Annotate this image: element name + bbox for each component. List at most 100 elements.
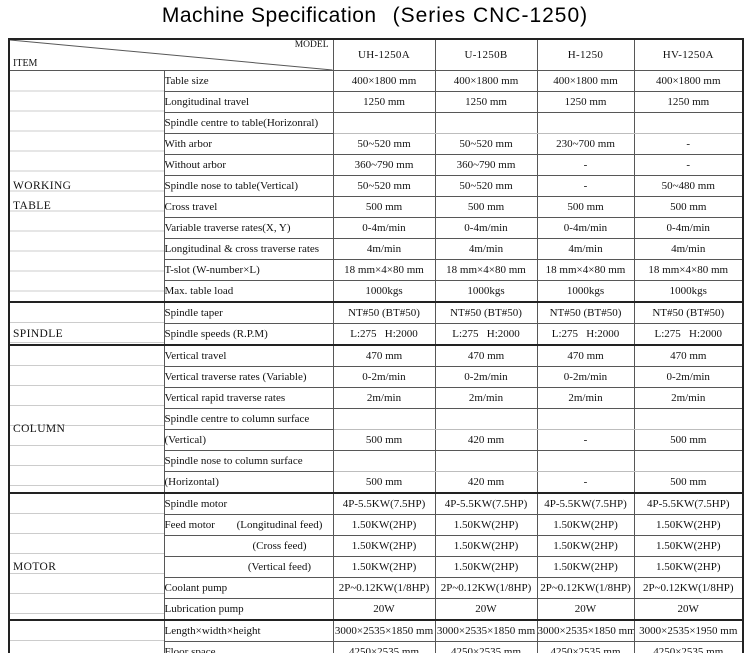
column-header-hv1250a: HV-1250A bbox=[633, 38, 744, 71]
item-label: Variable traverse rates(X, Y) bbox=[163, 217, 334, 239]
spec-value: 4P-5.5KW(7.5HP) bbox=[332, 492, 436, 515]
item-label: Without arbor bbox=[163, 154, 334, 176]
spec-value: 1.50KW(2HP) bbox=[332, 556, 436, 578]
table-row: Cross travel 500 mm 500 mm 500 mm 500 mm bbox=[9, 196, 744, 218]
item-label: Table size bbox=[163, 70, 334, 92]
spec-value: 18 mm×4×80 mm bbox=[633, 259, 744, 281]
spec-value: 400×1800 mm bbox=[536, 70, 635, 92]
spec-value: 2P~0.12KW(1/8HP) bbox=[434, 577, 538, 599]
item-label: (Cross feed) bbox=[163, 535, 334, 557]
group-cell-column: COLUMN bbox=[8, 344, 165, 494]
spec-value: 4P-5.5KW(7.5HP) bbox=[434, 492, 538, 515]
item-label: Spindle motor bbox=[163, 492, 334, 515]
diagonal-line bbox=[10, 40, 333, 70]
spec-value: NT#50 (BT#50) bbox=[434, 301, 538, 324]
feed-type-label: (Longitudinal feed) bbox=[236, 518, 323, 531]
spec-value: 1.50KW(2HP) bbox=[633, 556, 744, 578]
feed-motor-row-label: Feed motor (Longitudinal feed) bbox=[165, 516, 332, 535]
spec-value: L:275 H:2000 bbox=[633, 323, 744, 346]
spec-value: 500 mm bbox=[332, 429, 436, 451]
spec-value: L:275 H:2000 bbox=[332, 323, 436, 346]
page-title: Machine Specification (Series CNC-1250) bbox=[0, 4, 750, 28]
spec-table: MODEL ITEM UH-1250A U-1250B H-1250 HV-12… bbox=[8, 38, 744, 653]
header-row: MODEL ITEM UH-1250A U-1250B H-1250 HV-12… bbox=[8, 38, 744, 71]
spec-value: 500 mm bbox=[633, 429, 744, 451]
spec-value: 230~700 mm bbox=[536, 133, 635, 155]
item-label: Vertical traverse rates (Variable) bbox=[163, 366, 334, 388]
spec-value: 20W bbox=[633, 598, 744, 621]
spec-value: 1250 mm bbox=[633, 91, 744, 113]
table-row: Lubrication pump 20W 20W 20W 20W bbox=[9, 598, 744, 621]
table-row: Max. table load 1000kgs 1000kgs 1000kgs … bbox=[9, 280, 744, 303]
spec-value: 2m/min bbox=[434, 387, 538, 409]
item-label: Max. table load bbox=[163, 280, 334, 303]
spec-value: 500 mm bbox=[633, 471, 744, 494]
table-row: (Vertical) 500 mm 420 mm - 500 mm bbox=[9, 429, 744, 451]
table-row: MOTOR Spindle motor 4P-5.5KW(7.5HP) 4P-5… bbox=[8, 492, 744, 621]
item-label: (Horizontal) bbox=[163, 471, 334, 494]
spec-value: 20W bbox=[536, 598, 635, 621]
spec-value: 1000kgs bbox=[332, 280, 436, 303]
spec-value: 420 mm bbox=[434, 429, 538, 451]
spec-value: 0-2m/min bbox=[633, 366, 744, 388]
spec-value: 50~520 mm bbox=[434, 133, 538, 155]
spec-value: - bbox=[633, 154, 744, 176]
table-row: With arbor 50~520 mm 50~520 mm 230~700 m… bbox=[9, 133, 744, 155]
spec-value: 1000kgs bbox=[434, 280, 538, 303]
spec-value: 4P-5.5KW(7.5HP) bbox=[633, 492, 744, 515]
spec-value: 50~520 mm bbox=[332, 175, 436, 197]
spec-value: 0-4m/min bbox=[536, 217, 635, 239]
spec-value bbox=[332, 408, 436, 430]
spec-value: 470 mm bbox=[633, 344, 744, 367]
group-label-working-table: WORKING TABLE bbox=[13, 180, 72, 212]
spec-value: - bbox=[633, 133, 744, 155]
spec-value: 2P~0.12KW(1/8HP) bbox=[633, 577, 744, 599]
item-label: Spindle centre to column surface bbox=[163, 408, 334, 430]
spec-value bbox=[332, 450, 436, 472]
item-label: Vertical travel bbox=[163, 344, 334, 367]
spec-value: 420 mm bbox=[434, 471, 538, 494]
spec-value bbox=[633, 450, 744, 472]
item-label: Spindle centre to table(Horizonral) bbox=[163, 112, 334, 134]
spec-value: 500 mm bbox=[633, 196, 744, 218]
spec-value: 3000×2535×1850 mm bbox=[434, 619, 538, 642]
spec-value: 2m/min bbox=[332, 387, 436, 409]
spec-value: 1.50KW(2HP) bbox=[332, 514, 436, 536]
spec-value bbox=[434, 450, 538, 472]
table-row: Spindle centre to column surface bbox=[9, 408, 744, 430]
spec-value: 18 mm×4×80 mm bbox=[332, 259, 436, 281]
feed-type-label: (Vertical feed) bbox=[247, 560, 312, 573]
spec-value: 500 mm bbox=[332, 471, 436, 494]
spec-value: 0-2m/min bbox=[536, 366, 635, 388]
table-row: COLUMN Vertical travel 470 mm 470 mm 470… bbox=[8, 344, 744, 494]
spec-value: 1.50KW(2HP) bbox=[536, 556, 635, 578]
spec-value bbox=[332, 112, 436, 134]
table-row: Vertical traverse rates (Variable) 0-2m/… bbox=[9, 366, 744, 388]
spec-value bbox=[536, 112, 635, 134]
feed-motor-row-label: (Cross feed) bbox=[165, 537, 332, 556]
spec-value: 400×1800 mm bbox=[434, 70, 538, 92]
item-label: (Vertical feed) bbox=[163, 556, 334, 578]
spec-value: 1.50KW(2HP) bbox=[434, 514, 538, 536]
spec-value: 4250×2535 mm bbox=[633, 641, 744, 653]
spec-value: 1250 mm bbox=[434, 91, 538, 113]
page-title-main: Machine Specification bbox=[161, 4, 377, 27]
item-label: Spindle nose to table(Vertical) bbox=[163, 175, 334, 197]
spec-value: 3000×2535×1950 mm bbox=[633, 619, 744, 642]
spec-value: 470 mm bbox=[434, 344, 538, 367]
spec-value bbox=[536, 408, 635, 430]
spec-value: 0-4m/min bbox=[332, 217, 436, 239]
table-row: WORKING TABLE Table size 400×1800 mm 400… bbox=[8, 70, 744, 303]
spec-value: 360~790 mm bbox=[332, 154, 436, 176]
spec-value bbox=[434, 408, 538, 430]
spec-value: 0-4m/min bbox=[434, 217, 538, 239]
model-item-diagonal-cell: MODEL ITEM bbox=[8, 38, 334, 71]
group-cell-spindle: SPINDLE bbox=[8, 301, 165, 346]
spec-value: 1000kgs bbox=[536, 280, 635, 303]
group-label-column: COLUMN bbox=[13, 423, 66, 435]
spec-value: 360~790 mm bbox=[434, 154, 538, 176]
spec-value: 18 mm×4×80 mm bbox=[536, 259, 635, 281]
item-label: Cross travel bbox=[163, 196, 334, 218]
table-row: (Cross feed) 1.50KW(2HP) 1.50KW(2HP) 1.5… bbox=[9, 535, 744, 557]
